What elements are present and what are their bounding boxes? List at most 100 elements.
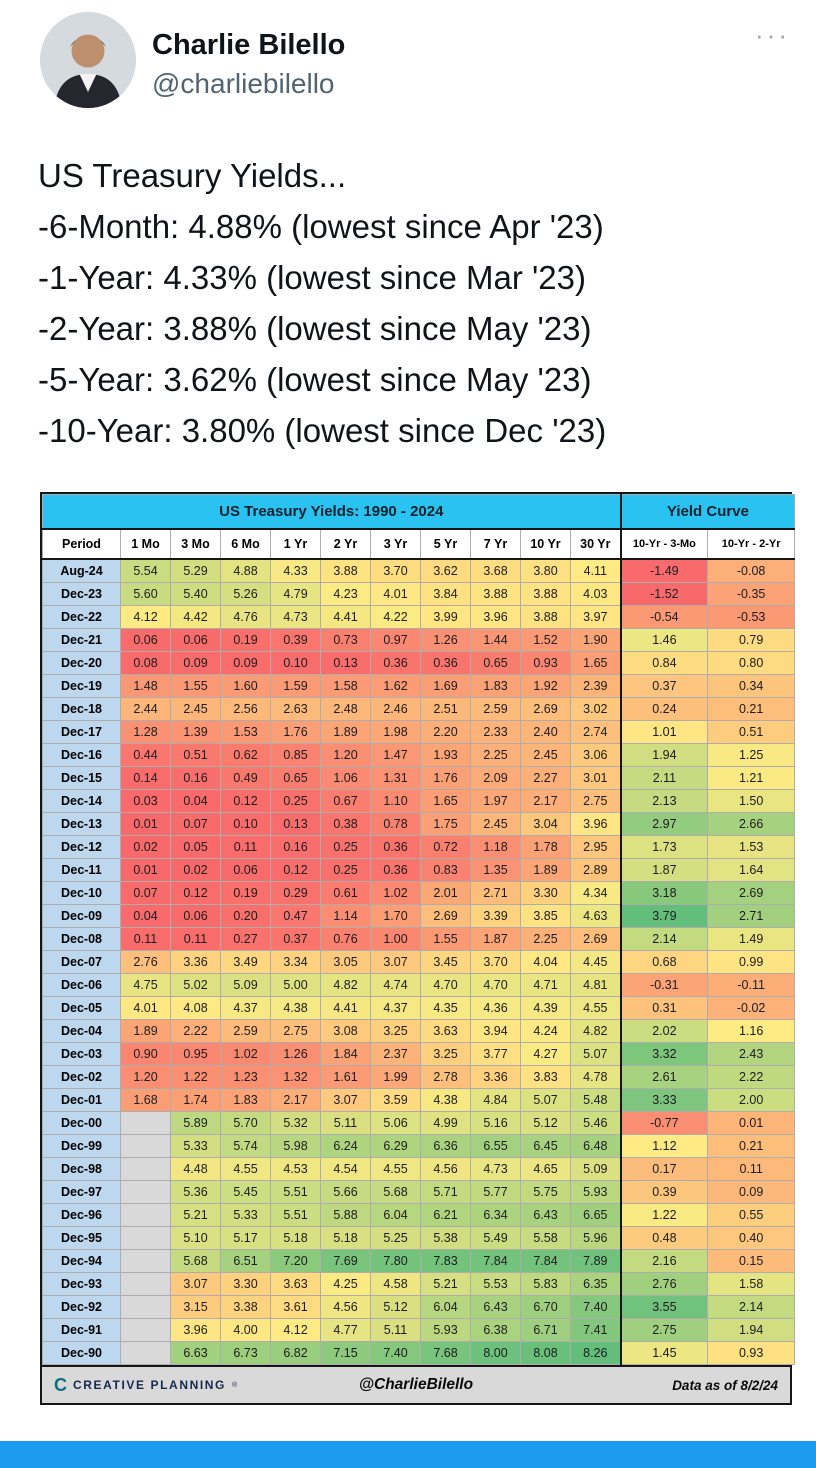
yields-table-image: US Treasury Yields: 1990 - 2024 Yield Cu… — [40, 492, 796, 1405]
yield-cell: 5.93 — [569, 1180, 622, 1204]
yield-cell: 1.20 — [120, 1065, 171, 1089]
curve-cell: -0.02 — [707, 996, 796, 1020]
yield-cell: 4.27 — [520, 1042, 571, 1066]
curve-cell: 1.25 — [707, 743, 796, 767]
period-cell: Dec-99 — [42, 1134, 121, 1158]
yield-cell: 6.65 — [569, 1203, 622, 1227]
yield-cell: 3.08 — [320, 1019, 371, 1043]
curve-cell: 1.45 — [619, 1341, 709, 1365]
yield-cell: 5.77 — [470, 1180, 521, 1204]
yield-cell: 0.29 — [270, 881, 321, 905]
table-row: Dec-00 5.89 5.70 5.32 5.11 5.06 4.99 5.16 5.12 5.… — [42, 1111, 796, 1135]
curve-cell: 1.46 — [619, 628, 709, 652]
yield-cell: 2.27 — [520, 766, 571, 790]
yield-cell: 2.44 — [120, 697, 171, 721]
more-button[interactable]: ··· — [755, 20, 790, 50]
period-cell: Dec-12 — [42, 835, 121, 859]
tweet-text: US Treasury Yields... -6-Month: 4.88% (lo… — [0, 150, 816, 456]
period-cell: Dec-02 — [42, 1065, 121, 1089]
yield-cell: 3.88 — [520, 582, 571, 606]
avatar[interactable] — [40, 12, 136, 108]
yield-cell: 3.07 — [170, 1272, 221, 1296]
yield-cell: 1.18 — [470, 835, 521, 859]
yield-cell: 6.21 — [420, 1203, 471, 1227]
yield-cell — [120, 1203, 171, 1227]
yield-cell — [120, 1226, 171, 1250]
yield-cell: 4.12 — [270, 1318, 321, 1342]
yield-cell: 3.84 — [420, 582, 471, 606]
yield-cell: 4.54 — [320, 1157, 371, 1181]
yield-cell: 5.54 — [120, 558, 171, 583]
yield-cell: 6.51 — [220, 1249, 271, 1273]
yield-cell: 5.98 — [270, 1134, 321, 1158]
yield-cell: 0.16 — [270, 835, 321, 859]
yield-cell — [120, 1272, 171, 1296]
table-row: Dec-05 4.01 4.08 4.37 4.38 4.41 4.37 4.35 4.36 4.… — [42, 996, 796, 1020]
table-title-row: US Treasury Yields: 1990 - 2024 Yield Cu… — [41, 494, 796, 530]
table-row: Dec-17 1.28 1.39 1.53 1.76 1.89 1.98 2.20 2.33 2.… — [42, 720, 796, 744]
author-name[interactable]: Charlie Bilello — [152, 29, 346, 61]
yield-cell: 0.11 — [120, 927, 171, 951]
yield-cell: 5.89 — [170, 1111, 221, 1135]
curve-cell: 1.16 — [707, 1019, 796, 1043]
tweet-card: Charlie Bilello @charliebilello ··· US T… — [0, 12, 816, 1405]
yield-cell: 5.11 — [370, 1318, 421, 1342]
yield-cell: 1.59 — [270, 674, 321, 698]
column-header: 6 Mo — [220, 528, 271, 560]
yield-cell: 6.55 — [470, 1134, 521, 1158]
period-cell: Dec-91 — [42, 1318, 121, 1342]
yield-cell: 0.95 — [170, 1042, 221, 1066]
yield-cell: 2.51 — [420, 697, 471, 721]
column-header: 1 Mo — [120, 528, 171, 560]
curve-cell: 0.11 — [707, 1157, 796, 1181]
yield-cell: 1.48 — [120, 674, 171, 698]
yield-cell: 5.21 — [420, 1272, 471, 1296]
yield-cell: 2.69 — [569, 927, 622, 951]
yield-cell: 0.65 — [470, 651, 521, 675]
yield-cell: 3.15 — [170, 1295, 221, 1319]
yield-cell: 3.49 — [220, 950, 271, 974]
curve-cell: 2.16 — [619, 1249, 709, 1273]
yield-cell: 1.32 — [270, 1065, 321, 1089]
yield-cell: 7.68 — [420, 1341, 471, 1365]
yield-cell: 6.82 — [270, 1341, 321, 1365]
yield-cell: 5.00 — [270, 973, 321, 997]
yield-cell: 1.93 — [420, 743, 471, 767]
yield-cell: 5.68 — [170, 1249, 221, 1273]
tweet-text-line: -5-Year: 3.62% (lowest since May '23) — [38, 361, 592, 398]
author-handle[interactable]: @charliebilello — [152, 67, 335, 99]
period-cell: Dec-14 — [42, 789, 121, 813]
yield-cell: 0.39 — [270, 628, 321, 652]
yield-cell: 6.29 — [370, 1134, 421, 1158]
yield-cell: 5.09 — [220, 973, 271, 997]
yield-cell: 3.36 — [470, 1065, 521, 1089]
yield-cell: 1.89 — [120, 1019, 171, 1043]
yield-cell: 3.97 — [569, 605, 622, 629]
yield-cell: 0.76 — [320, 927, 371, 951]
yield-cell: 8.26 — [569, 1341, 622, 1365]
yield-cell: 0.02 — [120, 835, 171, 859]
yield-cell: 6.70 — [520, 1295, 571, 1319]
yield-cell: 4.34 — [569, 881, 622, 905]
yield-cell: 5.75 — [520, 1180, 571, 1204]
table-row: Dec-94 5.68 6.51 7.20 7.69 7.80 7.83 7.84 7.84 7.… — [42, 1249, 796, 1273]
yield-cell: 1.02 — [370, 881, 421, 905]
yield-cell: 2.45 — [170, 697, 221, 721]
table-row: Dec-09 0.04 0.06 0.20 0.47 1.14 1.70 2.69 3.39 3.… — [42, 904, 796, 928]
table-row: Dec-19 1.48 1.55 1.60 1.59 1.58 1.62 1.69 1.83 1.… — [42, 674, 796, 698]
yield-cell: 3.61 — [270, 1295, 321, 1319]
curve-cell: 2.00 — [707, 1088, 796, 1112]
curve-cell: 2.66 — [707, 812, 796, 836]
curve-cell: 0.51 — [707, 720, 796, 744]
period-cell: Dec-01 — [42, 1088, 121, 1112]
yield-cell: 1.35 — [470, 858, 521, 882]
period-cell: Dec-18 — [42, 697, 121, 721]
yield-cell: 0.13 — [320, 651, 371, 675]
yield-cell: 3.83 — [520, 1065, 571, 1089]
yield-cell: 2.17 — [270, 1088, 321, 1112]
yield-cell: 4.74 — [370, 973, 421, 997]
table-row: Dec-98 4.48 4.55 4.53 4.54 4.55 4.56 4.73 4.65 5.… — [42, 1157, 796, 1181]
period-cell: Dec-22 — [42, 605, 121, 629]
curve-cell: -0.08 — [707, 558, 796, 583]
period-cell: Dec-09 — [42, 904, 121, 928]
